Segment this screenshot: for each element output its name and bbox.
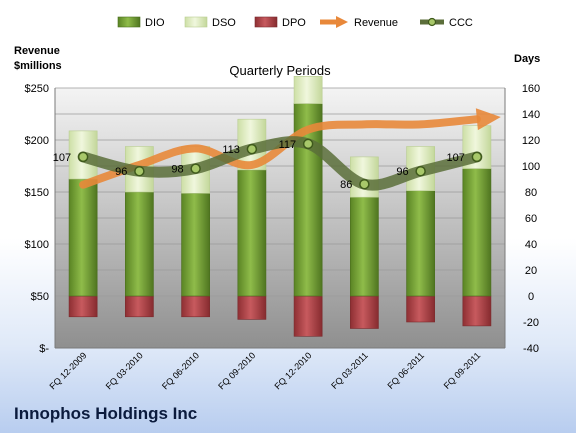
left-tick-label: $200 bbox=[25, 135, 49, 147]
x-tick-label: FQ 06-2011 bbox=[385, 350, 426, 391]
right-tick-label: 80 bbox=[525, 187, 537, 199]
legend-label-dso: DSO bbox=[212, 17, 236, 29]
legend: DIO DSO DPO Revenue CCC bbox=[117, 16, 473, 29]
right-axis-title: Days bbox=[514, 53, 541, 65]
right-tick-label: -20 bbox=[523, 317, 539, 329]
left-tick-label: $150 bbox=[25, 187, 49, 199]
legend-swatch-dso bbox=[184, 16, 208, 28]
ccc-data-label: 107 bbox=[447, 152, 465, 164]
bar-dpo bbox=[350, 295, 379, 329]
ccc-point bbox=[302, 138, 314, 150]
ccc-point bbox=[246, 143, 258, 155]
left-tick-label: $- bbox=[39, 343, 49, 355]
x-tick-label: FQ 12-2010 bbox=[273, 350, 314, 391]
bar-dio bbox=[68, 178, 98, 297]
left-axis-title: Revenue $millions bbox=[14, 44, 62, 74]
legend-arrowhead-revenue bbox=[336, 16, 348, 28]
bar-dio bbox=[406, 190, 435, 297]
revenue-arrowhead bbox=[475, 108, 501, 131]
x-tick-label: FQ 06-2010 bbox=[160, 350, 201, 391]
legend-marker-ccc bbox=[427, 17, 437, 27]
right-tick-label: 140 bbox=[522, 109, 540, 121]
bar-dio bbox=[350, 196, 379, 297]
company-name: Innophos Holdings Inc bbox=[14, 404, 198, 423]
ccc-data-label: 107 bbox=[53, 152, 71, 164]
chart-title: Quarterly Periods bbox=[229, 63, 331, 78]
x-tick-label: FQ 09-2010 bbox=[216, 350, 257, 391]
bar-dpo bbox=[406, 295, 435, 323]
bar-dpo bbox=[293, 295, 323, 337]
x-tick-label: FQ 03-2010 bbox=[104, 350, 145, 391]
bar-dpo bbox=[181, 295, 210, 318]
ccc-point bbox=[415, 165, 426, 177]
left-axis-title-line2: $millions bbox=[14, 60, 62, 72]
ccc-data-label: 96 bbox=[115, 166, 127, 178]
bar-dio bbox=[125, 191, 154, 297]
ccc-data-label: 96 bbox=[396, 166, 408, 178]
bar-dio bbox=[237, 169, 267, 297]
left-axis-title-line1: Revenue bbox=[14, 45, 60, 57]
legend-label-revenue: Revenue bbox=[354, 17, 398, 29]
bar-dpo bbox=[68, 295, 98, 318]
right-tick-label: 120 bbox=[522, 135, 540, 147]
left-tick-label: $50 bbox=[31, 291, 49, 303]
ccc-data-label: 117 bbox=[279, 139, 297, 151]
legend-label-dpo: DPO bbox=[282, 17, 306, 29]
legend-label-dio: DIO bbox=[145, 17, 165, 29]
left-tick-label: $100 bbox=[25, 239, 49, 251]
right-tick-label: 60 bbox=[525, 213, 537, 225]
ccc-point bbox=[134, 165, 145, 177]
bar-dso bbox=[293, 76, 323, 104]
legend-swatch-dpo bbox=[254, 16, 278, 28]
right-tick-label: 40 bbox=[525, 239, 537, 251]
right-tick-label: -40 bbox=[523, 343, 539, 355]
ccc-point bbox=[190, 163, 201, 174]
left-tick-label: $250 bbox=[25, 83, 49, 95]
ccc-data-label: 113 bbox=[222, 144, 240, 156]
revenue-line bbox=[79, 115, 481, 189]
ccc-point bbox=[471, 151, 483, 163]
bar-dpo bbox=[237, 295, 267, 320]
legend-swatch-dio bbox=[117, 16, 141, 28]
bar-dio bbox=[181, 193, 210, 297]
right-tick-label: 20 bbox=[525, 265, 537, 277]
bar-dio bbox=[462, 168, 492, 297]
ccc-point bbox=[77, 151, 89, 163]
ccc-data-label: 86 bbox=[340, 179, 352, 191]
legend-label-ccc: CCC bbox=[449, 17, 473, 29]
ccc-line bbox=[77, 136, 483, 191]
right-tick-label: 0 bbox=[528, 291, 534, 303]
x-tick-label: FQ 09-2011 bbox=[442, 350, 483, 391]
x-tick-label: FQ 12-2009 bbox=[48, 350, 89, 391]
ccc-data-label: 98 bbox=[171, 164, 183, 176]
ccc-point bbox=[359, 178, 370, 190]
right-tick-label: 160 bbox=[522, 83, 540, 95]
bar-dpo bbox=[462, 295, 492, 327]
right-tick-label: 100 bbox=[522, 161, 540, 173]
x-tick-label: FQ 03-2011 bbox=[329, 350, 370, 391]
bar-dpo bbox=[125, 295, 154, 318]
